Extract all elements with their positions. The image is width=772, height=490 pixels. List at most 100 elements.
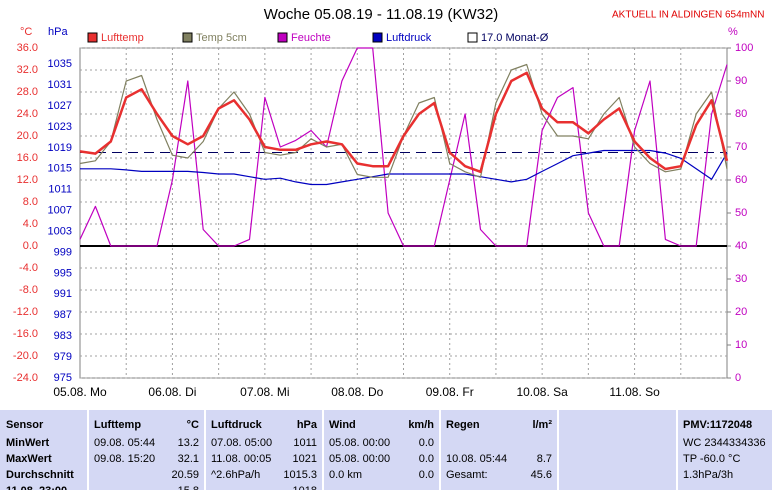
y3-tick-label: 983 — [54, 330, 72, 342]
y3-tick-label: 1031 — [48, 79, 72, 91]
column-header: Lufttemp — [94, 419, 142, 431]
y-tick-label: -16.0 — [13, 328, 38, 340]
y3-tick-label: 1035 — [48, 58, 72, 70]
y-tick-label: 4.0 — [23, 218, 38, 230]
y2-tick-label: 100 — [735, 42, 753, 54]
y2-tick-label: 10 — [735, 339, 747, 351]
cell-text: WC 2344334336 — [683, 437, 766, 449]
cell-value: 32.1 — [177, 453, 199, 465]
cell-date: 05.08. 00:00 — [329, 437, 391, 449]
y-axis-unit: °C — [20, 26, 32, 38]
cell-date: 07.08. 05:00 — [211, 437, 273, 449]
y2-tick-label: 50 — [735, 207, 747, 219]
y-tick-label: 20.0 — [17, 130, 38, 142]
y2-tick-label: 90 — [735, 75, 747, 87]
legend-swatch — [277, 32, 288, 43]
cell-value: 0.0 — [418, 437, 434, 449]
x-tick-label: 09.08. Fr — [426, 385, 474, 399]
y2-tick-label: 70 — [735, 141, 747, 153]
legend-label: Temp 5cm — [196, 32, 247, 44]
column-unit: km/h — [408, 419, 434, 431]
y3-tick-label: 1003 — [48, 225, 72, 237]
row-label: 11.08. 23:00 — [6, 484, 67, 490]
cell-value: 0.0 — [418, 469, 434, 481]
y3-tick-label: 1007 — [48, 205, 72, 217]
y3-axis-unit: hPa — [48, 26, 68, 38]
cell-value: 1015.3 — [283, 469, 317, 481]
column-separator — [322, 410, 324, 490]
y2-tick-label: 60 — [735, 174, 747, 186]
y-tick-label: 24.0 — [17, 108, 38, 120]
column-header: Regen — [446, 419, 480, 431]
column-separator — [204, 410, 206, 490]
x-tick-label: 05.08. Mo — [53, 385, 107, 399]
legend-label: Lufttemp — [101, 32, 144, 44]
y3-tick-label: 991 — [54, 288, 72, 300]
y3-tick-label: 1015 — [48, 163, 72, 175]
cell-value: 45.6 — [530, 469, 552, 481]
x-tick-label: 08.08. Do — [331, 385, 383, 399]
cell-value: 1011 — [293, 437, 317, 449]
y3-tick-label: 1027 — [48, 100, 72, 112]
y2-tick-label: 20 — [735, 306, 747, 318]
y3-tick-label: 987 — [54, 309, 72, 321]
cell-date: 0.0 km — [329, 469, 363, 481]
series-line — [80, 149, 728, 186]
cell-text: 1.3hPa/3h — [683, 469, 734, 481]
cell-value: 0.0 — [418, 453, 434, 465]
y-tick-label: -12.0 — [13, 306, 38, 318]
y-tick-label: 8.0 — [23, 196, 38, 208]
cell-date: 05.08. 00:00 — [329, 453, 391, 465]
y2-tick-label: 30 — [735, 273, 747, 285]
row-label: MinWert — [6, 437, 50, 449]
column-header: Wind — [329, 419, 356, 431]
y-tick-label: -20.0 — [13, 350, 38, 362]
legend-label: Feuchte — [291, 32, 331, 44]
cell-date: 09.08. 15:20 — [94, 453, 156, 465]
y-tick-label: 28.0 — [17, 86, 38, 98]
cell-value: 8.7 — [536, 453, 552, 465]
y3-tick-label: 975 — [54, 372, 72, 384]
legend-label: Luftdruck — [386, 32, 432, 44]
legend-swatch — [87, 32, 98, 43]
y3-tick-label: 1023 — [48, 121, 72, 133]
cell-date: 10.08. 05:44 — [446, 453, 508, 465]
chart-title: Woche 05.08.19 - 11.08.19 (KW32) — [264, 6, 499, 23]
row-label: Durchschnitt — [6, 469, 74, 481]
series-line — [79, 71, 729, 174]
y-tick-label: -8.0 — [19, 284, 38, 296]
y-tick-label: 32.0 — [17, 64, 38, 76]
cell-value: 20.59 — [171, 469, 199, 481]
stats-table: Sensor Lufttemp °C Luftdruck hPa Wind km/h Rege… — [0, 410, 772, 490]
y3-tick-label: 1019 — [48, 142, 72, 154]
legend-swatch — [467, 32, 478, 43]
y-tick-label: 16.0 — [17, 152, 38, 164]
column-separator — [439, 410, 441, 490]
column-unit: hPa — [296, 419, 317, 431]
column-header: PMV:1172048 — [683, 419, 753, 431]
y-tick-label: 12.0 — [17, 174, 38, 186]
y2-tick-label: 0 — [735, 372, 741, 384]
legend-label: 17.0 Monat-Ø — [481, 32, 549, 44]
row-label: MaxWert — [6, 453, 52, 465]
legend-swatch — [372, 32, 383, 43]
cell-date: 09.08. 05:44 — [94, 437, 156, 449]
cell-value: 13.2 — [177, 437, 199, 449]
x-tick-label: 11.08. So — [609, 385, 660, 399]
x-tick-label: 07.08. Mi — [240, 385, 289, 399]
y2-axis-unit: % — [728, 26, 738, 38]
y3-tick-label: 979 — [54, 351, 72, 363]
cell-date: Gesamt: — [446, 469, 488, 481]
y2-tick-label: 40 — [735, 240, 747, 252]
cell-date: 11.08. 00:05 — [211, 453, 272, 465]
chart-subtitle: AKTUELL IN ALDINGEN 654mNN — [612, 10, 764, 21]
chart: Woche 05.08.19 - 11.08.19 (KW32) AKTUELL… — [13, 6, 765, 399]
y-tick-label: 36.0 — [17, 42, 38, 54]
x-tick-label: 10.08. Sa — [516, 385, 568, 399]
y3-tick-label: 999 — [54, 246, 72, 258]
cell-value: 1018 — [293, 484, 317, 490]
column-unit: °C — [186, 419, 199, 431]
y3-tick-label: 1011 — [48, 184, 72, 196]
column-header: Luftdruck — [211, 419, 262, 431]
y2-tick-label: 80 — [735, 108, 747, 120]
